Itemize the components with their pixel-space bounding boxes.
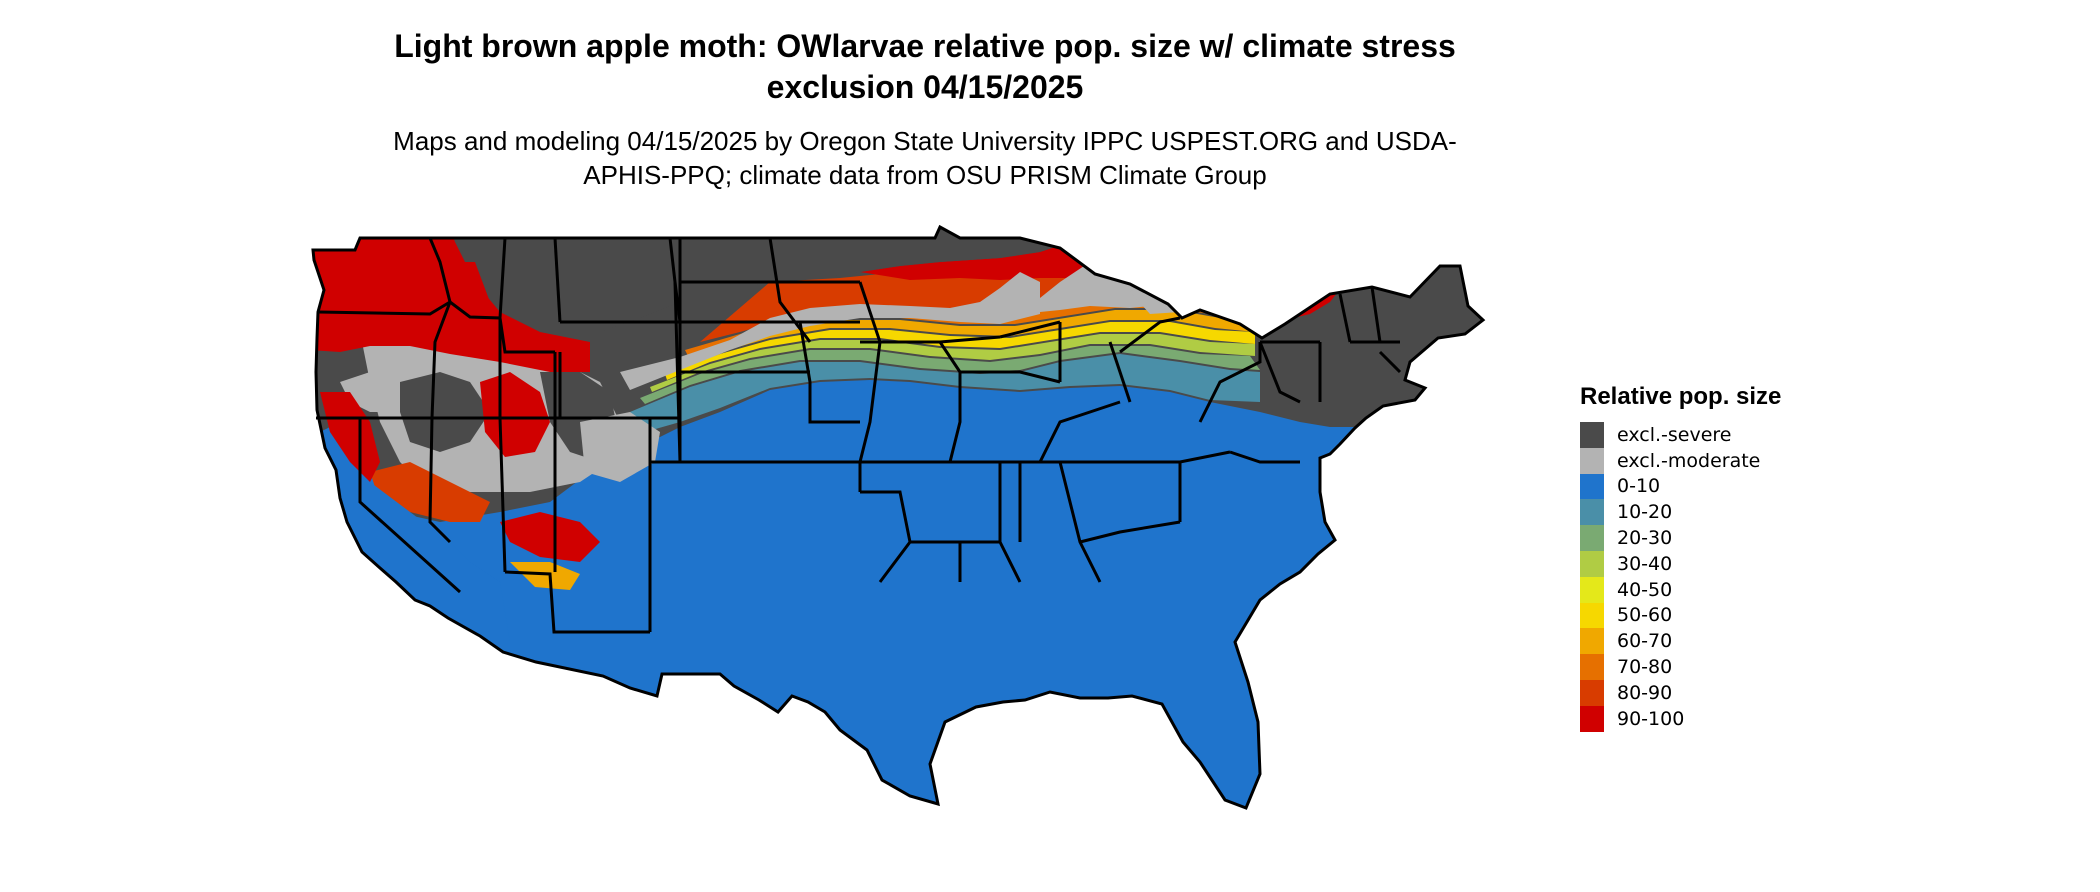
legend-title: Relative pop. size [1580,383,1782,410]
legend-label: 70-80 [1617,656,1673,679]
legend-label: 40-50 [1617,578,1673,601]
legend-item: 0-10 [1580,473,2080,500]
legend-item: excl.-moderate [1580,447,2080,474]
legend-label: 10-20 [1617,501,1673,524]
legend-swatch [1580,422,1604,448]
zone-idaho-90-100 [450,262,550,352]
map-legend: Relative pop. size excl.-severe excl.-mod… [1580,382,2080,732]
map-title: Light brown apple moth: OWlarvae relativ… [394,28,1456,105]
legend-label: 60-70 [1617,630,1673,653]
legend-item: 90-100 [1580,705,2080,732]
zone-30-40 [650,334,1255,392]
legend-swatch [1580,447,1604,474]
legend-swatch [1580,705,1604,732]
legend-item: 60-70 [1580,628,2080,655]
legend-label: 50-60 [1617,604,1673,627]
legend-item: 40-50 [1580,576,2080,603]
legend-swatch [1580,602,1604,629]
legend-swatch [1580,628,1604,655]
legend-swatch [1580,499,1604,526]
legend-label: 0-10 [1617,475,1661,498]
legend-item: excl.-severe [1580,422,2080,448]
zone-40-60 [665,322,1255,380]
zone-utah-90-100 [480,372,550,457]
zone-michigan-excl-moderate [1130,252,1220,314]
legend-swatch [1580,525,1604,551]
legend-item: 30-40 [1580,550,2080,577]
zone-arizona-90-100 [500,512,600,562]
state-borders [311,224,1486,810]
zone-great-basin-excl-severe [400,372,490,452]
legend-item: 20-30 [1580,525,2080,551]
legend-item: 70-80 [1580,654,2080,680]
legend-label: 80-90 [1617,681,1673,704]
zone-20-30 [640,346,1260,404]
legend-swatch [1580,576,1604,603]
legend-swatch [1580,654,1604,680]
legend-swatch [1580,550,1604,577]
legend-label: excl.-moderate [1617,449,1761,472]
zone-60-70 [675,310,1255,368]
legend-label: 30-40 [1617,552,1673,575]
map-subtitle: Maps and modeling 04/15/2025 by Oregon S… [393,126,1457,190]
zone-north-excl-severe [430,227,1300,352]
legend-label: excl.-severe [1617,423,1732,446]
zone-sierra-90-100 [320,392,380,482]
legend-swatch [1580,679,1604,706]
legend-label: 90-100 [1617,707,1685,730]
us-map [300,222,1550,892]
legend-item: 10-20 [1580,499,2080,526]
zone-nm-excl-moderate [580,412,660,482]
legend-item: 80-90 [1580,679,2080,706]
legend-swatch [1580,473,1604,500]
legend-item: 50-60 [1580,602,2080,629]
zone-arizona-60-70 [510,562,580,590]
legend-label: 20-30 [1617,527,1673,550]
legend-items: excl.-severe excl.-moderate 0-10 10-20 20-30… [1580,422,2080,732]
